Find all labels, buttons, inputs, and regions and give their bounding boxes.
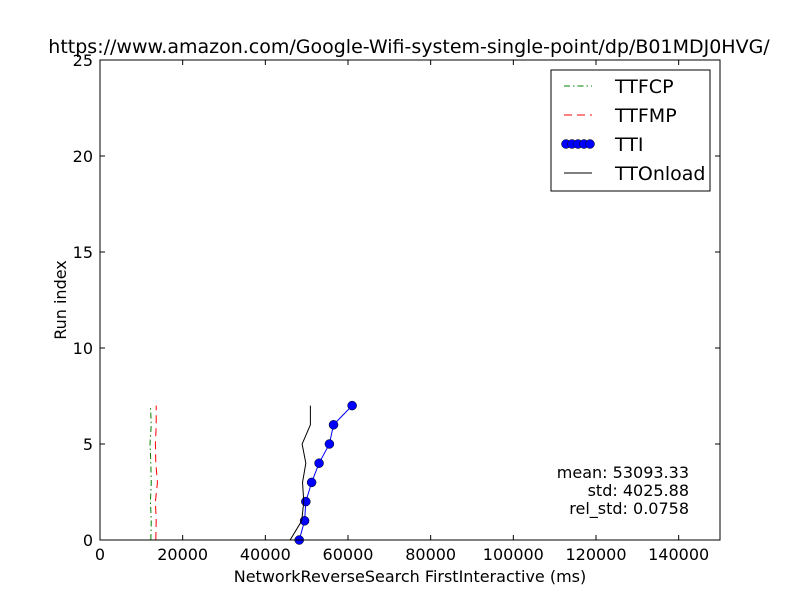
- data-point-tti: [347, 400, 357, 411]
- series-line-ttonload: [289, 405, 311, 541]
- data-point-tti: [328, 420, 339, 430]
- data-point-tti: [324, 439, 335, 449]
- stats-std: std: 4025.88: [588, 481, 689, 500]
- x-tick-label: 60000: [323, 545, 374, 564]
- legend-label-ttonload: TTOnload: [614, 163, 705, 185]
- stats-annotation: mean: 53093.33 std: 4025.88 rel_std: 0.0…: [557, 463, 689, 519]
- y-tick-label: 20: [73, 147, 93, 166]
- plot-area-frame: [99, 59, 721, 541]
- x-tick-label: 20000: [157, 545, 208, 564]
- series-layer: [149, 400, 357, 545]
- y-tick-label: 15: [73, 243, 93, 262]
- legend-label-ttfmp: TTFMP: [614, 105, 677, 127]
- legend-label-tti: TTI: [614, 134, 643, 156]
- series-line-ttfmp: [154, 405, 158, 541]
- data-point-tti: [301, 496, 311, 507]
- legend-swatch-tti-markers: [561, 139, 595, 149]
- series-line-ttfcp: [149, 405, 152, 541]
- data-point-tti: [306, 477, 317, 488]
- x-tick-label: 100000: [483, 545, 544, 564]
- x-axis-label: NetworkReverseSearch FirstInteractive (m…: [234, 567, 587, 586]
- y-tick-label: 10: [73, 339, 93, 358]
- legend-frame: [550, 69, 711, 192]
- chart-title: https://www.amazon.com/Google-Wifi-syste…: [48, 36, 770, 58]
- axes-layer: [99, 59, 721, 541]
- stats-mean: mean: 53093.33: [557, 463, 689, 482]
- legend: TTFCP TTFMP TTI TTOnload: [550, 69, 711, 192]
- x-tick-label: 40000: [240, 545, 291, 564]
- x-tick-label: 80000: [405, 545, 456, 564]
- legend-tti-marker: [585, 139, 595, 149]
- tick-layer: 0 20000 40000 60000 80000 100000 120000 140000 0…: [73, 51, 720, 564]
- stats-rel-std: rel_std: 0.0758: [569, 499, 689, 519]
- y-tick-label: 25: [73, 51, 93, 70]
- x-tick-label: 120000: [565, 545, 626, 564]
- x-tick-label: 140000: [648, 545, 709, 564]
- legend-label-ttfcp: TTFCP: [614, 76, 674, 98]
- x-tick-label: 0: [95, 545, 105, 564]
- data-point-tti: [314, 458, 324, 468]
- y-axis-label: Run index: [51, 260, 70, 340]
- y-tick-label: 0: [83, 531, 93, 550]
- y-tick-label: 5: [83, 435, 93, 454]
